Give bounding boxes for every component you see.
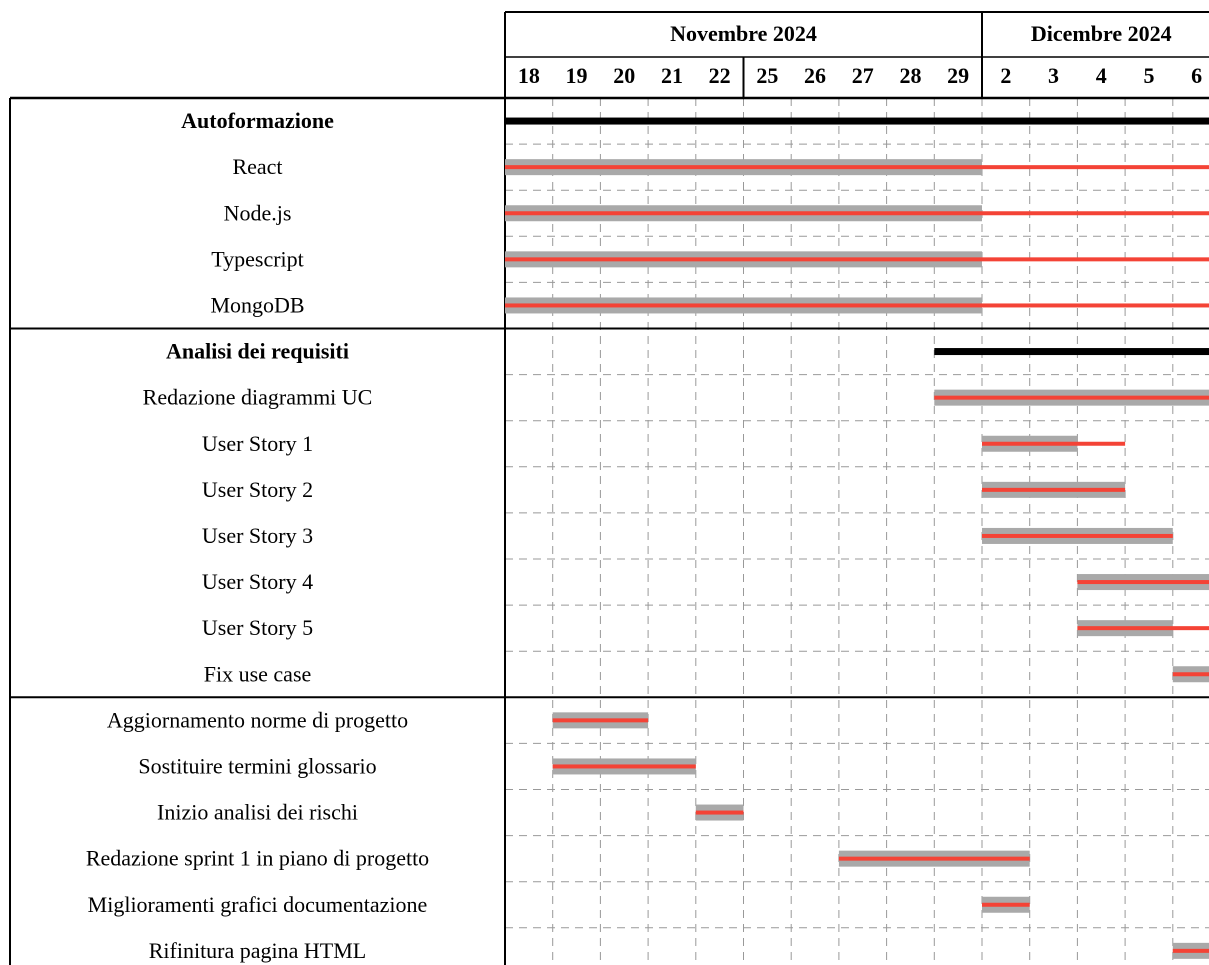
task-label: Sostituire termini glossario <box>138 753 376 778</box>
day-label: 19 <box>566 63 588 88</box>
actual-bar <box>505 257 1209 262</box>
actual-bar <box>982 487 1126 492</box>
actual-bar <box>1172 672 1209 677</box>
day-label: 20 <box>613 63 635 88</box>
task-label: Aggiornamento norme di progetto <box>107 707 408 732</box>
day-label: 2 <box>1000 63 1011 88</box>
task-label: Typescript <box>211 246 304 271</box>
day-label: 26 <box>804 63 826 88</box>
task-label: Inizio analisi dei rischi <box>157 800 358 825</box>
actual-bar <box>1172 948 1209 953</box>
actual-bar <box>552 764 696 769</box>
actual-bar <box>505 165 1209 170</box>
actual-bar <box>982 441 1126 446</box>
day-label: 22 <box>709 63 731 88</box>
actual-bar <box>982 902 1030 907</box>
actual-bar <box>505 303 1209 308</box>
summary-bar <box>934 348 1209 356</box>
task-label: Miglioramenti grafici documentazione <box>88 892 428 917</box>
day-label: 4 <box>1096 63 1107 88</box>
actual-bar <box>695 810 744 815</box>
day-label: 6 <box>1191 63 1202 88</box>
group-label: Analisi dei requisiti <box>166 339 349 364</box>
task-label: User Story 3 <box>202 523 313 548</box>
task-label: React <box>232 154 282 179</box>
day-label: 27 <box>852 63 874 88</box>
day-label: 18 <box>518 63 540 88</box>
actual-bar <box>934 395 1209 400</box>
month-label: Novembre 2024 <box>670 21 817 46</box>
actual-bar <box>1077 580 1209 585</box>
task-label: Node.js <box>224 200 292 225</box>
actual-bar <box>1077 626 1209 631</box>
task-label: User Story 4 <box>202 569 313 594</box>
actual-bar <box>982 533 1173 538</box>
actual-bar <box>505 211 1209 216</box>
actual-bar <box>838 856 1030 861</box>
day-label: 28 <box>899 63 921 88</box>
day-label: 25 <box>756 63 778 88</box>
task-label: Redazione diagrammi UC <box>143 385 373 410</box>
task-label: Redazione sprint 1 in piano di progetto <box>86 846 429 871</box>
task-label: Rifinitura pagina HTML <box>149 938 367 963</box>
month-label: Dicembre 2024 <box>1031 21 1172 46</box>
day-label: 21 <box>661 63 683 88</box>
group-label: Autoformazione <box>181 108 334 133</box>
task-label: MongoDB <box>210 292 304 317</box>
task-label: Fix use case <box>204 661 312 686</box>
day-label: 3 <box>1048 63 1059 88</box>
day-label: 29 <box>947 63 969 88</box>
task-label: User Story 2 <box>202 477 313 502</box>
task-label: User Story 5 <box>202 615 313 640</box>
actual-bar <box>552 718 649 723</box>
task-label: User Story 1 <box>202 431 313 456</box>
summary-bar <box>505 117 1209 125</box>
day-label: 5 <box>1143 63 1154 88</box>
